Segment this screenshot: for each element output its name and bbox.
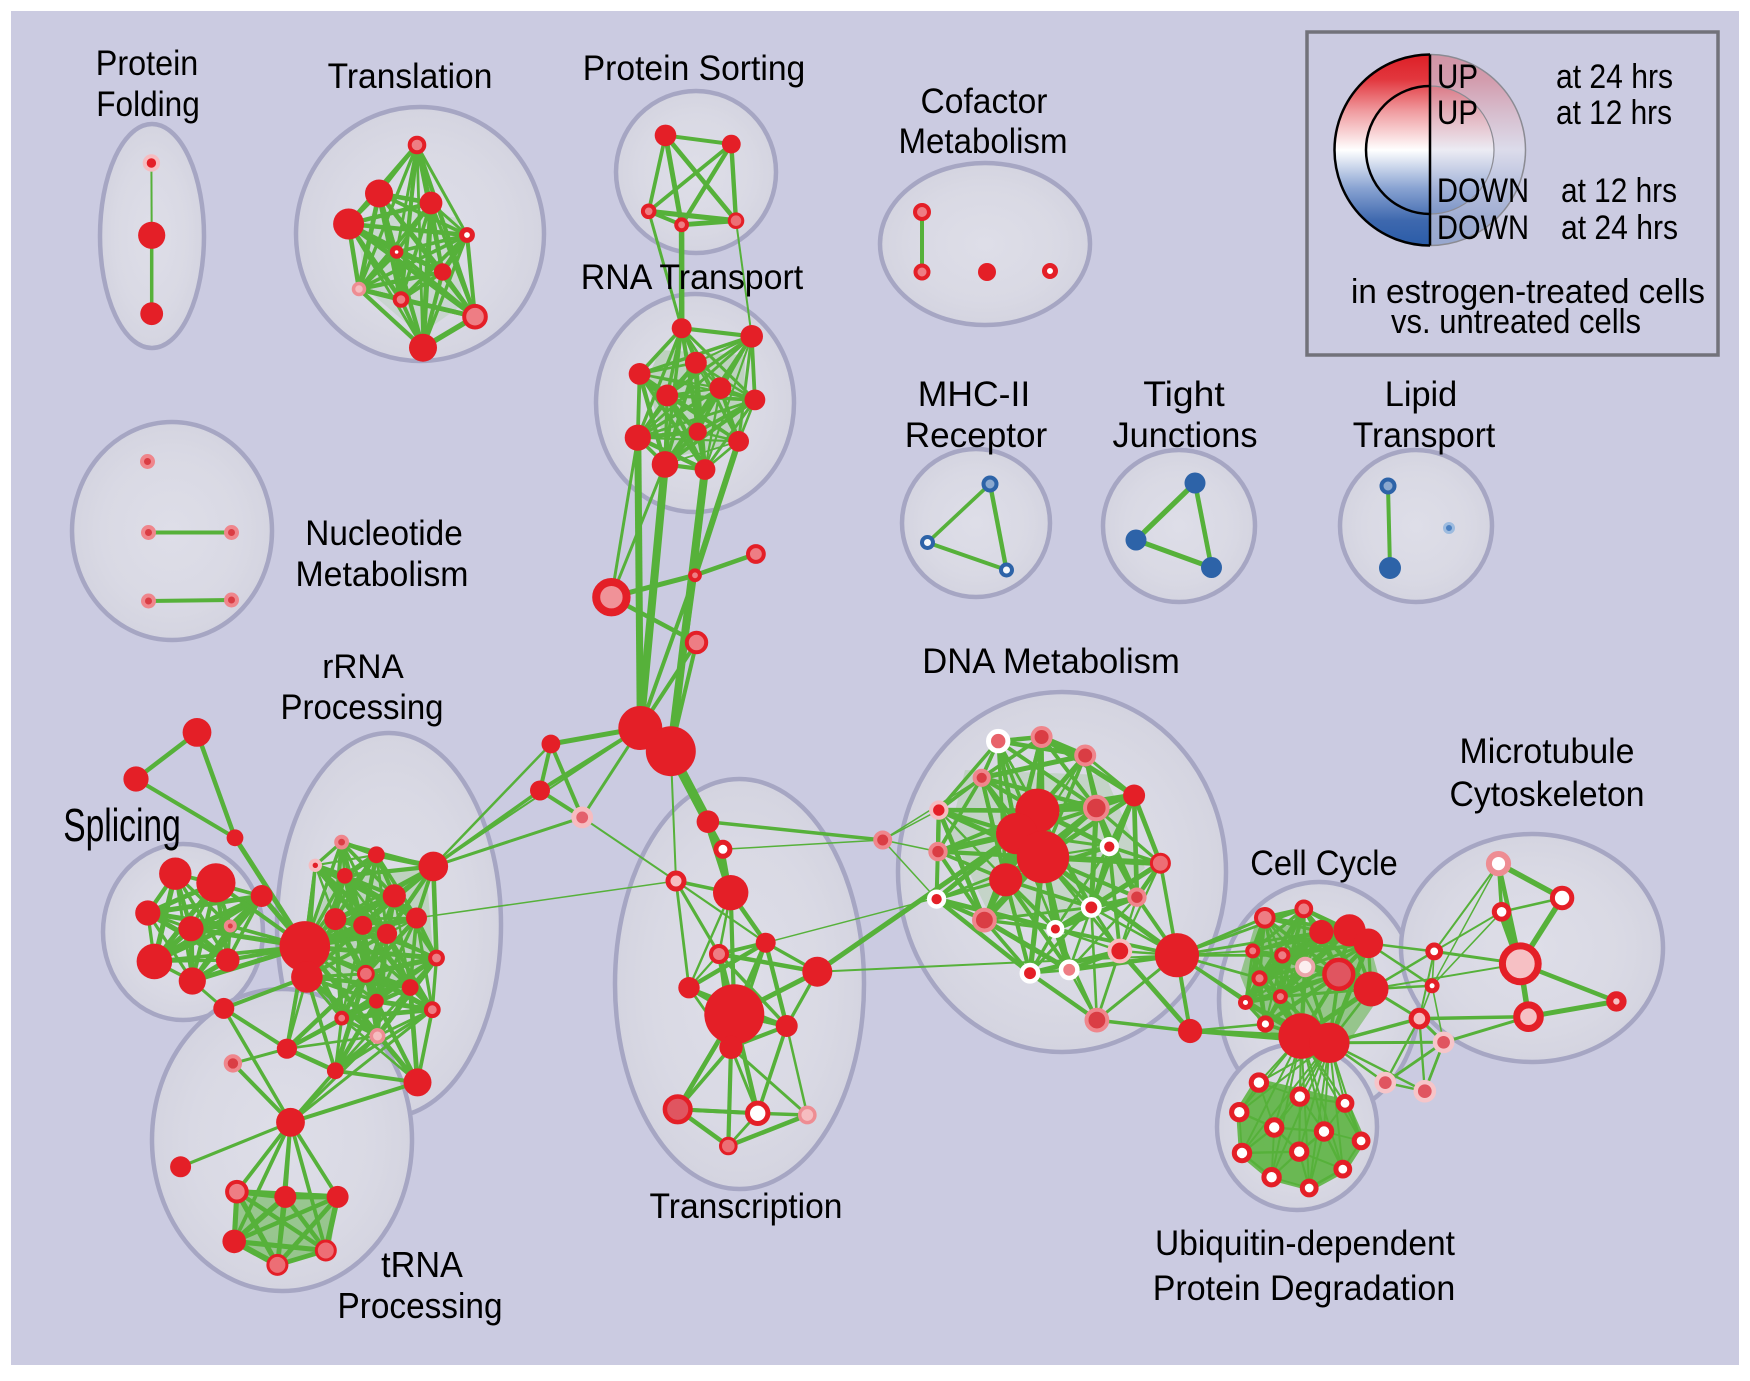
svg-text:Receptor: Receptor: [905, 416, 1048, 455]
svg-text:Protein Degradation: Protein Degradation: [1153, 1269, 1456, 1308]
svg-text:at 12 hrs: at 12 hrs: [1556, 94, 1672, 132]
svg-text:Processing: Processing: [338, 1285, 503, 1326]
svg-text:Nucleotide: Nucleotide: [305, 514, 463, 553]
svg-text:Processing: Processing: [281, 688, 444, 727]
svg-text:vs. untreated cells: vs. untreated cells: [1391, 303, 1641, 341]
svg-text:UP: UP: [1437, 94, 1478, 132]
svg-text:Folding: Folding: [96, 85, 200, 124]
svg-text:Protein: Protein: [96, 44, 199, 83]
svg-text:at 24 hrs: at 24 hrs: [1561, 209, 1678, 247]
svg-text:MHC-II: MHC-II: [918, 375, 1031, 414]
svg-text:Translation: Translation: [328, 57, 493, 96]
svg-text:UP: UP: [1437, 58, 1478, 96]
svg-text:Protein Sorting: Protein Sorting: [583, 49, 806, 88]
svg-text:Splicing: Splicing: [63, 799, 181, 851]
svg-text:Tight: Tight: [1143, 375, 1225, 414]
svg-text:Transport: Transport: [1353, 416, 1496, 455]
svg-text:Junctions: Junctions: [1113, 416, 1258, 455]
svg-text:Metabolism: Metabolism: [296, 555, 469, 594]
svg-text:Microtubule: Microtubule: [1460, 732, 1635, 771]
svg-text:DOWN: DOWN: [1437, 172, 1529, 210]
svg-text:Cell Cycle: Cell Cycle: [1250, 844, 1398, 883]
svg-text:at 12 hrs: at 12 hrs: [1561, 172, 1677, 210]
svg-text:at 24 hrs: at 24 hrs: [1556, 58, 1673, 96]
svg-text:Cytoskeleton: Cytoskeleton: [1450, 775, 1645, 814]
svg-text:Ubiquitin-dependent: Ubiquitin-dependent: [1155, 1224, 1455, 1263]
svg-text:DOWN: DOWN: [1437, 209, 1529, 247]
svg-text:rRNA: rRNA: [322, 648, 404, 686]
svg-text:tRNA: tRNA: [381, 1244, 463, 1285]
svg-text:Lipid: Lipid: [1385, 375, 1458, 414]
svg-text:Metabolism: Metabolism: [899, 122, 1068, 161]
svg-text:RNA Transport: RNA Transport: [581, 258, 804, 297]
svg-text:Cofactor: Cofactor: [921, 82, 1048, 121]
svg-text:Transcription: Transcription: [650, 1187, 843, 1226]
svg-text:DNA Metabolism: DNA Metabolism: [922, 642, 1180, 681]
